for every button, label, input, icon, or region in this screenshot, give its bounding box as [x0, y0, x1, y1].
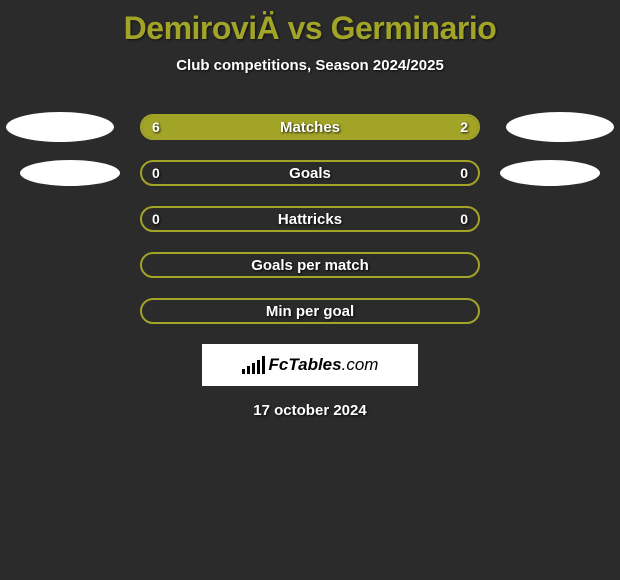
player1-photo-placeholder	[6, 112, 114, 142]
comparison-title: DemiroviÄ vs Germinario	[0, 0, 620, 47]
logo-text: FcTables.com	[269, 355, 379, 375]
stats-container: 62Matches 00Goals 00Hattricks Goals per mat…	[0, 114, 620, 419]
stat-label: Goals	[142, 162, 478, 184]
stat-label: Hattricks	[142, 208, 478, 230]
date-text: 17 october 2024	[0, 402, 620, 419]
player2-club-placeholder	[500, 160, 600, 186]
stat-row-matches: 62Matches	[140, 114, 480, 140]
player1-club-placeholder	[20, 160, 120, 186]
stat-label: Matches	[142, 116, 478, 138]
stat-label: Min per goal	[142, 300, 478, 322]
stat-label: Goals per match	[142, 254, 478, 276]
vs-text: vs	[288, 10, 323, 46]
player2-name: Germinario	[331, 10, 497, 46]
stat-row-hattricks: 00Hattricks	[140, 206, 480, 232]
subtitle: Club competitions, Season 2024/2025	[0, 57, 620, 74]
stat-row-min-per-goal: Min per goal	[140, 298, 480, 324]
fctables-logo: FcTables.com	[202, 344, 418, 386]
player1-name: DemiroviÄ	[124, 10, 280, 46]
logo-bars-icon	[242, 356, 265, 374]
stat-row-goals-per-match: Goals per match	[140, 252, 480, 278]
player2-photo-placeholder	[506, 112, 614, 142]
stat-row-goals: 00Goals	[140, 160, 480, 186]
